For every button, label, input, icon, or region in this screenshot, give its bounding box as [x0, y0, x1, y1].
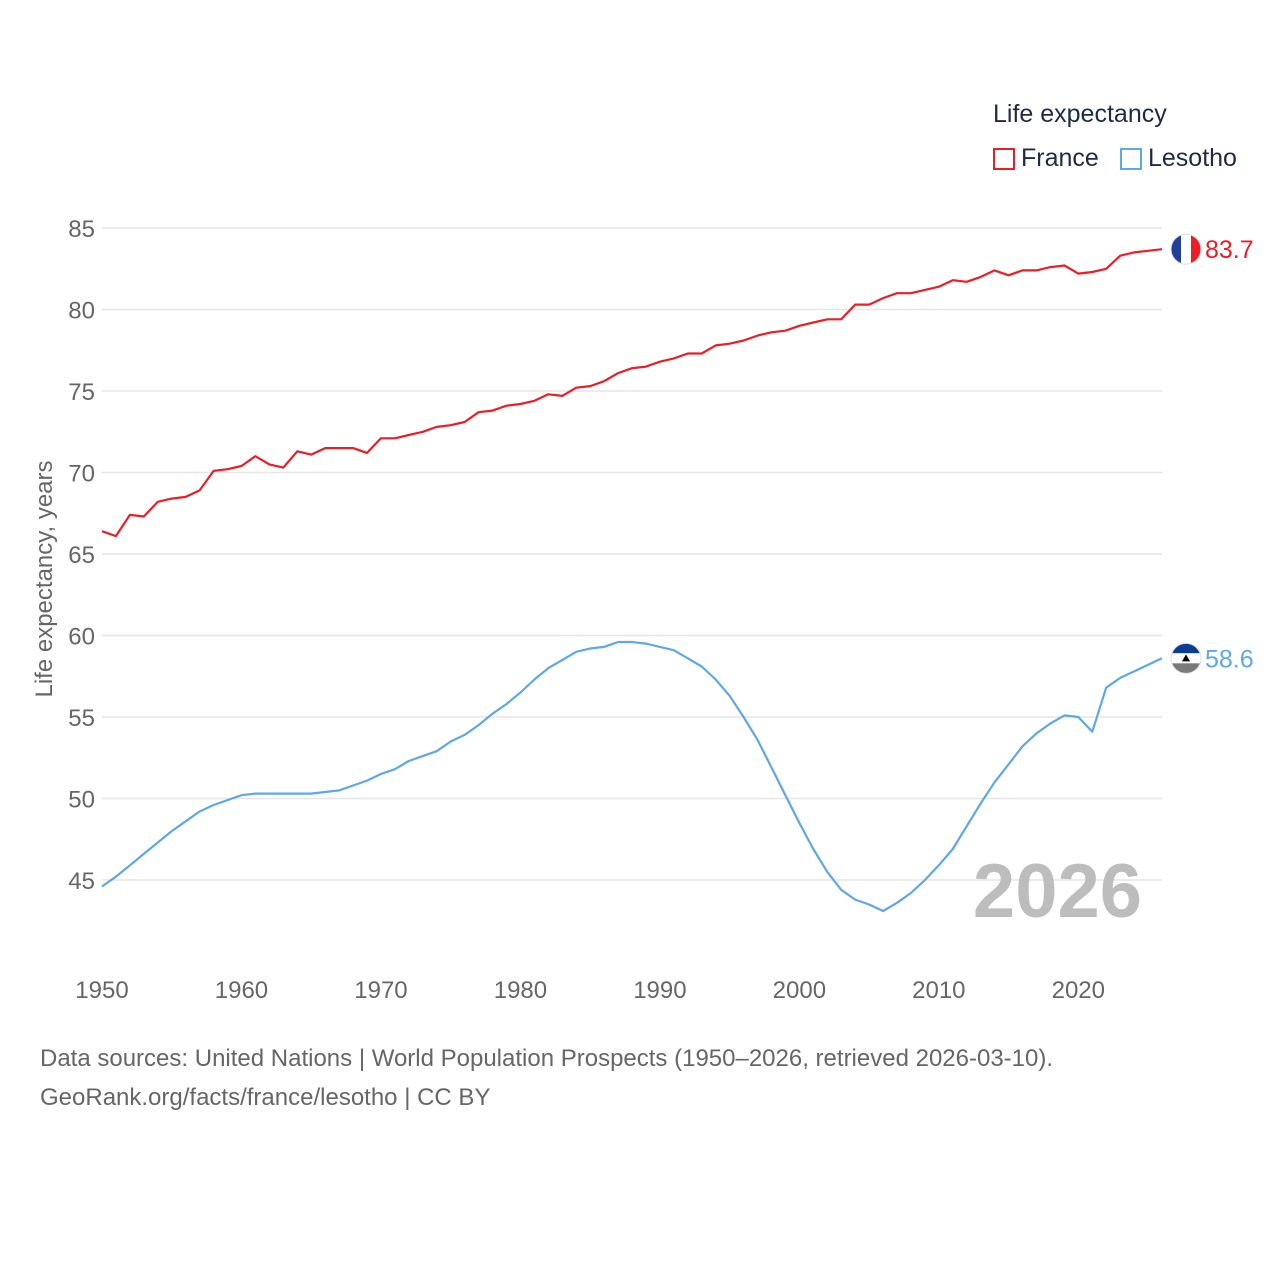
x-tick-label: 2010	[912, 977, 965, 1004]
x-tick-label: 2020	[1052, 977, 1105, 1004]
y-tick-label: 80	[68, 298, 95, 325]
x-tick-label: 1980	[494, 977, 547, 1004]
y-tick-label: 75	[68, 379, 95, 406]
y-tick-label: 70	[68, 461, 95, 488]
x-tick-label: 1950	[75, 977, 128, 1004]
y-tick-label: 50	[68, 787, 95, 814]
y-tick-label: 55	[68, 705, 95, 732]
source-link[interactable]: GeoRank.org/facts/france/lesotho | CC BY	[40, 1084, 491, 1111]
y-axis-ticks: 45 50 55 60 65 70 75 80 85	[68, 216, 95, 895]
x-tick-label: 1960	[215, 977, 268, 1004]
legend-label-lesotho: Lesotho	[1148, 144, 1237, 172]
series-end-markers: 83.7 58.6	[1170, 233, 1254, 674]
legend-item-france[interactable]: France	[993, 144, 1099, 173]
y-tick-label: 60	[68, 624, 95, 651]
end-label-france: 83.7	[1205, 236, 1254, 264]
source-note: Data sources: United Nations | World Pop…	[40, 1045, 1054, 1072]
year-stamp: 2026	[972, 849, 1142, 934]
grid-lines	[102, 227, 1162, 881]
x-tick-label: 1970	[354, 977, 407, 1004]
legend-swatch-lesotho	[1120, 147, 1142, 170]
legend-label-france: France	[1021, 144, 1099, 172]
france-flag-icon	[1170, 233, 1202, 265]
legend-swatch-france	[993, 147, 1015, 170]
legend-item-lesotho[interactable]: Lesotho	[1120, 144, 1237, 173]
y-axis-label: Life expectancy, years	[31, 460, 58, 697]
end-label-lesotho: 58.6	[1205, 645, 1254, 673]
y-tick-label: 45	[68, 868, 95, 895]
y-tick-label: 85	[68, 216, 95, 243]
x-tick-label: 2000	[773, 977, 826, 1004]
series-line-france[interactable]	[101, 248, 1163, 538]
x-axis-ticks: 1950 1960 1970 1980 1990 2000 2010 2020	[75, 977, 1105, 1004]
lesotho-flag-icon	[1170, 642, 1202, 674]
x-tick-label: 1990	[633, 977, 686, 1004]
series-lines	[101, 248, 1163, 913]
legend-title: Life expectancy	[993, 100, 1167, 128]
y-tick-label: 65	[68, 542, 95, 569]
series-line-lesotho[interactable]	[101, 640, 1163, 913]
